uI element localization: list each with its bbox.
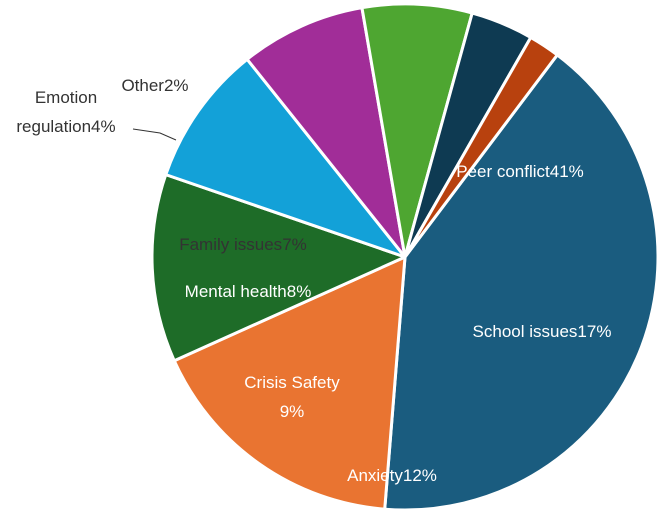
label-crisis-safety-pct: 9%: [280, 402, 305, 421]
label-emotion-regulation-line2: regulation4%: [16, 117, 115, 136]
pie-slices: [150, 2, 659, 510]
label-mental-health: Mental health8%: [185, 282, 312, 301]
pie-slice-school-issues: [172, 255, 407, 510]
label-emotion-regulation-line1: Emotion: [35, 88, 97, 107]
pie-slice-other: [403, 35, 559, 259]
pie-slice-anxiety: [150, 173, 407, 363]
label-school-issues: School issues17%: [473, 322, 612, 341]
pie-slice-peer-conflict: [383, 53, 659, 510]
label-other: Other2%: [121, 76, 188, 95]
label-peer-conflict: Peer conflict41%: [456, 162, 584, 181]
pie-slice-crisis-safety: [164, 57, 407, 259]
label-family-issues: Family issues7%: [179, 235, 307, 254]
leader-line-emotion-regulation: [132, 128, 177, 141]
pie-slice-family-issues: [360, 2, 474, 259]
pie-labels: Peer conflict41% School issues17% Anxiet…: [16, 76, 611, 485]
label-crisis-safety: Crisis Safety: [244, 373, 340, 392]
label-anxiety: Anxiety12%: [347, 466, 437, 485]
pie-slice-mental-health: [245, 6, 407, 259]
